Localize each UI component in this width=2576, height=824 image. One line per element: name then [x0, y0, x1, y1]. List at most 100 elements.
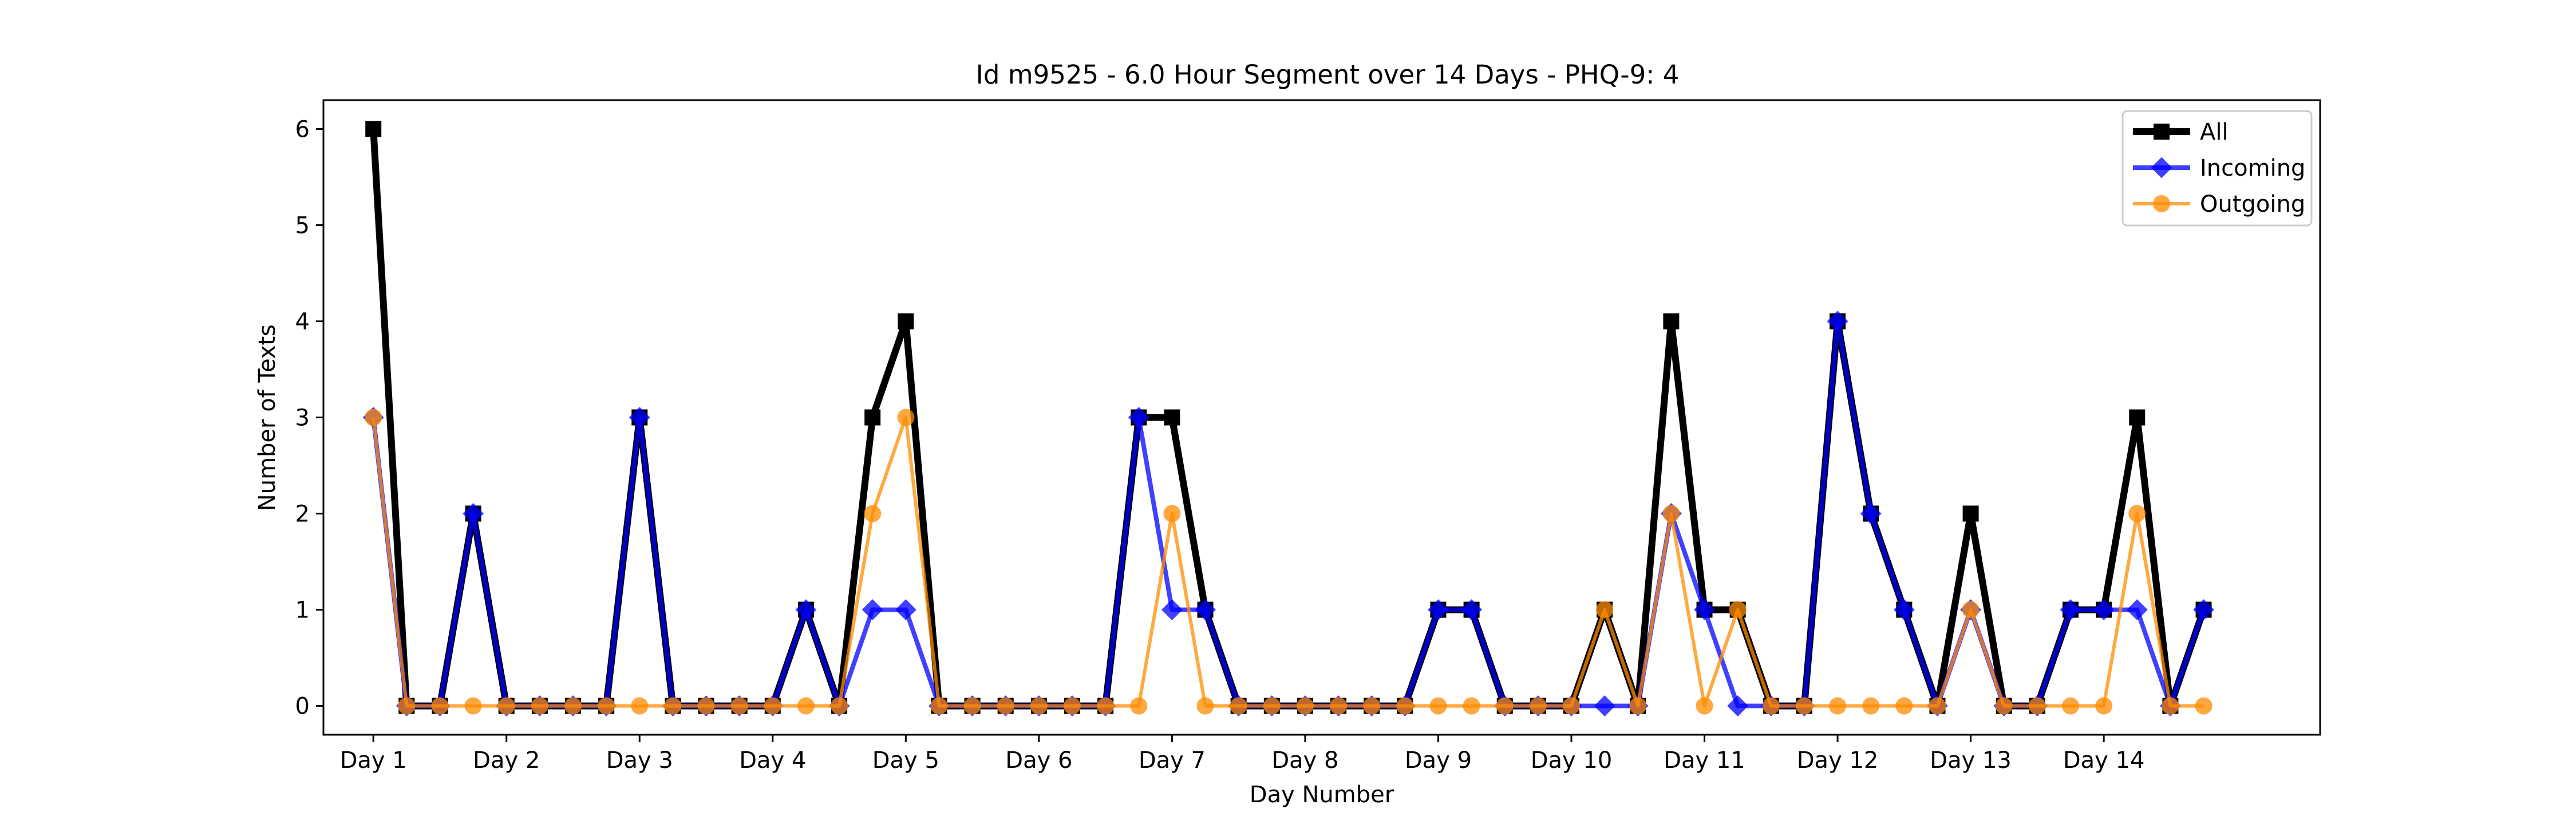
data-point-outgoing — [1496, 697, 1514, 715]
data-point-all — [2129, 409, 2146, 426]
data-point-outgoing — [1097, 697, 1115, 715]
data-point-outgoing — [930, 697, 948, 715]
data-point-incoming — [1727, 695, 1749, 717]
data-point-incoming — [1461, 599, 1483, 620]
y-tick-label: 6 — [295, 116, 310, 142]
data-point-outgoing — [1030, 697, 1048, 715]
data-point-incoming — [1428, 599, 1449, 620]
data-point-incoming — [862, 599, 883, 620]
x-tick-label: Day 3 — [606, 747, 673, 774]
data-point-outgoing — [1163, 505, 1181, 522]
data-point-all — [1962, 505, 1979, 522]
data-point-outgoing — [531, 697, 548, 715]
data-point-outgoing — [1662, 505, 1680, 522]
data-point-outgoing — [997, 697, 1014, 715]
legend-label-outgoing: Outgoing — [2200, 191, 2305, 217]
data-point-outgoing — [1330, 697, 1348, 715]
data-point-outgoing — [664, 697, 682, 715]
plot-marks — [362, 121, 2214, 717]
y-axis-label: Number of Texts — [254, 324, 280, 511]
x-tick-label: Day 7 — [1139, 747, 1206, 774]
y-tick-label: 4 — [295, 308, 310, 335]
x-tick-label: Day 6 — [1005, 747, 1072, 774]
data-point-outgoing — [1463, 697, 1480, 715]
data-point-outgoing — [431, 697, 449, 715]
data-point-outgoing — [764, 697, 781, 715]
data-point-outgoing — [1130, 697, 1148, 715]
data-point-incoming — [1827, 311, 1848, 332]
x-tick-label: Day 13 — [1930, 747, 2012, 774]
x-axis: Day 1 Day 2 Day 3 Day 4 Day 5 Day 6 Day 7 Day 8… — [340, 735, 2144, 774]
data-point-outgoing — [1729, 601, 1747, 619]
data-point-incoming — [1161, 599, 1183, 620]
data-point-incoming — [629, 407, 650, 428]
data-point-outgoing — [598, 697, 615, 715]
data-point-incoming — [1860, 503, 1882, 524]
data-point-outgoing — [730, 697, 748, 715]
data-point-outgoing — [2128, 505, 2146, 522]
data-point-outgoing — [1263, 697, 1281, 715]
x-tick-label: Day 12 — [1797, 747, 1879, 774]
data-point-incoming — [895, 599, 916, 620]
legend-marker-outgoing — [2153, 195, 2170, 212]
data-point-outgoing — [1995, 697, 2013, 715]
data-point-outgoing — [1396, 697, 1414, 715]
data-point-outgoing — [631, 697, 649, 715]
data-point-outgoing — [1196, 697, 1214, 715]
data-point-incoming — [1694, 599, 1715, 620]
legend: All Incoming Outgoing — [2121, 110, 2313, 227]
legend-label-incoming: Incoming — [2200, 155, 2305, 181]
data-point-outgoing — [897, 409, 915, 426]
legend-label-all: All — [2200, 119, 2229, 145]
data-point-outgoing — [1962, 601, 1980, 619]
x-tick-label: Day 9 — [1405, 747, 1472, 774]
data-point-incoming — [2193, 599, 2214, 620]
y-tick-label: 0 — [295, 694, 310, 720]
data-point-outgoing — [1795, 697, 1813, 715]
data-point-outgoing — [1696, 697, 1713, 715]
y-tick-label: 2 — [295, 501, 310, 528]
chart-title: Id m9525 - 6.0 Hour Segment over 14 Days… — [976, 60, 1680, 90]
data-point-outgoing — [1296, 697, 1314, 715]
plot-frame — [322, 99, 2321, 736]
data-point-outgoing — [2162, 697, 2179, 715]
x-tick-label: Day 5 — [872, 747, 939, 774]
data-point-outgoing — [2062, 697, 2079, 715]
data-point-incoming — [795, 599, 817, 620]
series-outgoing — [365, 409, 2212, 715]
data-point-outgoing — [398, 697, 416, 715]
data-point-outgoing — [365, 409, 382, 426]
x-tick-label: Day 1 — [340, 747, 407, 774]
data-point-incoming — [463, 503, 484, 524]
data-point-incoming — [2060, 599, 2081, 620]
data-point-outgoing — [1230, 697, 1247, 715]
data-point-outgoing — [497, 697, 515, 715]
data-point-outgoing — [864, 505, 882, 522]
data-point-outgoing — [2195, 697, 2212, 715]
data-point-all — [898, 313, 914, 330]
y-tick-label: 3 — [295, 405, 310, 431]
data-point-outgoing — [831, 697, 848, 715]
x-tick-label: Day 2 — [473, 747, 540, 774]
data-point-incoming — [1594, 695, 1615, 717]
data-point-outgoing — [1064, 697, 1081, 715]
data-point-outgoing — [1363, 697, 1381, 715]
data-point-outgoing — [1829, 697, 1847, 715]
data-point-all — [1663, 313, 1680, 330]
data-point-outgoing — [1629, 697, 1647, 715]
data-point-outgoing — [1929, 697, 1946, 715]
data-point-outgoing — [1563, 697, 1580, 715]
x-tick-label: Day 8 — [1271, 747, 1338, 774]
data-point-incoming — [1128, 407, 1149, 428]
data-point-outgoing — [697, 697, 715, 715]
legend-marker-all — [2154, 124, 2170, 140]
data-point-outgoing — [464, 697, 482, 715]
data-point-outgoing — [1529, 697, 1547, 715]
legend-box — [2121, 110, 2313, 227]
data-point-outgoing — [1762, 697, 1780, 715]
data-point-outgoing — [797, 697, 815, 715]
legend-item-all: All — [2133, 119, 2229, 145]
x-tick-label: Day 4 — [739, 747, 806, 774]
data-point-all — [1164, 409, 1180, 426]
